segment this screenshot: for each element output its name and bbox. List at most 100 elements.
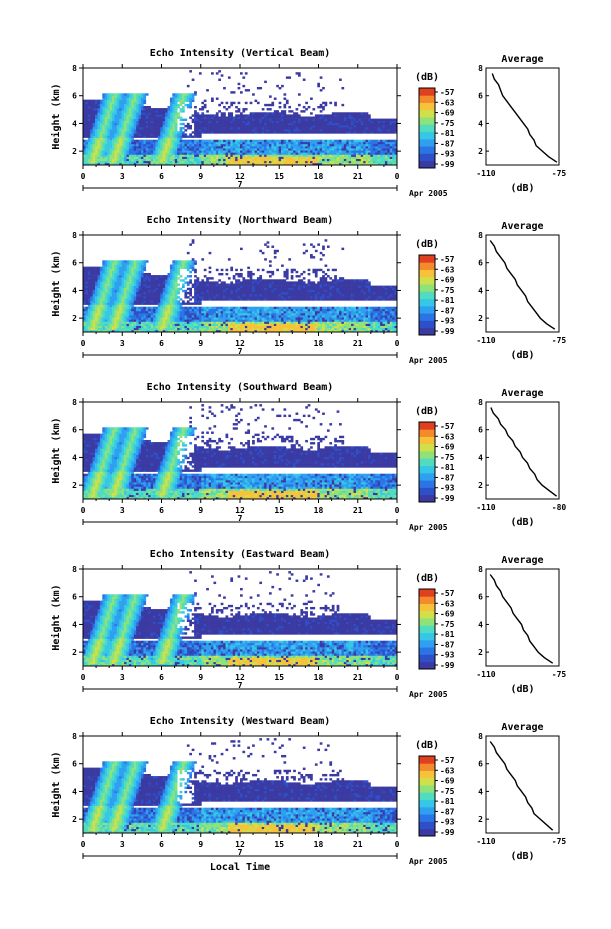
echo-cell — [208, 283, 212, 286]
echo-cell — [145, 310, 149, 314]
echo-cell — [186, 95, 190, 98]
echo-cell — [314, 127, 318, 130]
echo-cell — [232, 162, 236, 166]
echo-cell — [162, 152, 166, 155]
echo-cell — [343, 158, 347, 162]
echo-cell — [167, 304, 171, 307]
echo-cell — [191, 148, 195, 151]
echo-cell — [203, 275, 207, 278]
echo-cell — [256, 112, 260, 115]
echo-cell — [268, 154, 272, 157]
echo-cell — [179, 264, 183, 267]
echo-cell — [232, 158, 236, 162]
echo-cell — [276, 154, 279, 157]
echo-cell — [172, 313, 176, 316]
echo-cell — [111, 95, 115, 98]
echo-cell — [138, 150, 142, 153]
echo-cell — [358, 143, 362, 147]
echo-cell — [143, 129, 147, 132]
echo-cell — [119, 127, 122, 130]
echo-cell — [186, 283, 190, 286]
echo-cell — [109, 275, 113, 278]
echo-cell — [232, 141, 236, 145]
echo-cell — [264, 120, 267, 124]
echo-cell — [107, 270, 110, 274]
echo-cell — [355, 112, 359, 115]
echo-cell — [365, 150, 369, 153]
echo-cell — [324, 129, 328, 132]
echo-cell — [116, 120, 120, 124]
echo-cell — [266, 152, 270, 155]
echo-cell — [237, 124, 241, 128]
echo-cell — [310, 118, 313, 122]
echo-cell — [124, 97, 127, 100]
echo-cell — [259, 139, 263, 143]
echo-cell — [259, 154, 263, 157]
echo-cell — [266, 150, 270, 153]
echo-heatmap — [83, 70, 398, 166]
echo-cell — [95, 116, 98, 119]
echo-cell — [165, 141, 168, 145]
echo-cell — [179, 315, 183, 318]
echo-cell — [104, 329, 108, 333]
echo-cell — [365, 116, 369, 119]
echo-cell — [167, 323, 171, 326]
echo-cell — [232, 152, 236, 155]
echo-cell — [114, 133, 118, 136]
echo-cell — [109, 260, 113, 263]
echo-cell — [160, 291, 164, 295]
echo-cell — [121, 116, 125, 119]
echo-cell — [121, 148, 125, 151]
echo-cell — [261, 148, 265, 151]
echo-cell — [211, 131, 214, 134]
echo-cell — [114, 304, 118, 307]
echo-cell — [162, 141, 166, 145]
echo-cell — [288, 110, 292, 113]
echo-cell — [264, 103, 267, 107]
echo-cell — [131, 108, 135, 111]
echo-cell — [242, 148, 246, 151]
echo-cell — [104, 108, 108, 111]
echo-cell — [119, 146, 122, 149]
echo-cell — [281, 131, 284, 134]
echo-cell — [389, 139, 393, 143]
echo-cell — [90, 321, 93, 324]
echo-cell — [83, 281, 86, 284]
echo-cell — [174, 101, 178, 105]
echo-cell — [85, 306, 89, 310]
echo-cell — [223, 148, 226, 151]
echo-cell — [165, 135, 168, 138]
echo-cell — [256, 152, 260, 155]
echo-cell — [375, 152, 378, 155]
echo-cell — [213, 160, 217, 164]
echo-cell — [124, 317, 127, 320]
echo-cell — [295, 122, 299, 126]
echo-cell — [167, 160, 171, 164]
echo-cell — [128, 112, 132, 115]
echo-cell — [252, 114, 255, 117]
echo-cell — [324, 118, 328, 122]
echo-cell — [95, 101, 98, 105]
echo-cell — [307, 139, 311, 143]
echo-cell — [227, 141, 231, 145]
echo-cell — [148, 321, 151, 324]
echo-cell — [249, 127, 253, 130]
echo-cell — [206, 296, 209, 299]
echo-cell — [121, 137, 125, 140]
echo-cell — [341, 112, 345, 115]
echo-cell — [160, 110, 164, 113]
echo-cell — [225, 162, 229, 166]
echo-cell — [208, 325, 212, 329]
echo-cell — [99, 323, 103, 326]
echo-cell — [143, 283, 147, 286]
echo-cell — [259, 141, 263, 145]
echo-cell — [90, 323, 93, 326]
echo-cell — [211, 162, 214, 166]
echo-cell — [114, 302, 118, 305]
echo-cell — [182, 325, 185, 329]
echo-cell — [99, 141, 103, 145]
echo-cell — [169, 137, 173, 140]
echo-cell — [172, 310, 176, 314]
echo-cell — [194, 319, 197, 322]
echo-cell — [160, 120, 164, 124]
